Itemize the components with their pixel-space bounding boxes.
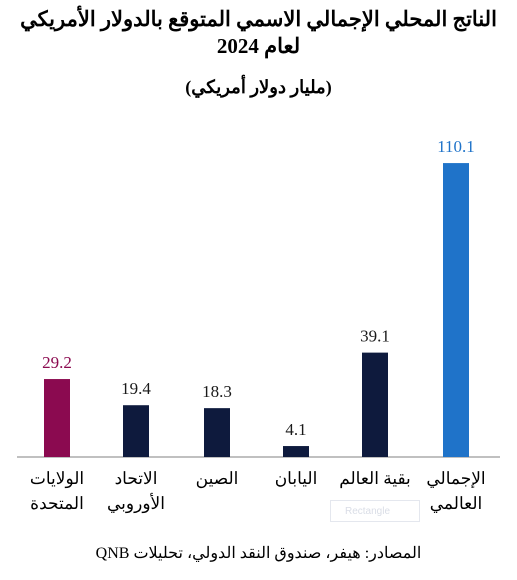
bar-3 — [283, 446, 309, 457]
chart-title-line-1: الناتج المحلي الإجمالي الاسمي المتوقع با… — [20, 7, 497, 31]
watermark-label: Rectangle — [330, 500, 420, 522]
chart-subtitle: (مليار دولار أمريكي) — [185, 77, 332, 97]
category-label-5-1: العالمي — [430, 494, 482, 513]
bar-1 — [123, 405, 149, 457]
category-label-4-0: بقية العالم — [339, 469, 411, 489]
category-label-5-0: الإجمالي — [426, 469, 485, 488]
data-label-3: 4.1 — [285, 420, 306, 439]
chart-title: الناتج المحلي الإجمالي الاسمي المتوقع با… — [0, 6, 517, 60]
category-label-1-1: الأوروبي — [107, 493, 165, 514]
category-label-1-0: الاتحاد — [115, 469, 158, 488]
category-label-0-1: المتحدة — [30, 494, 84, 513]
data-label-1: 19.4 — [121, 379, 151, 398]
data-label-5: 110.1 — [437, 137, 475, 156]
data-label-2: 18.3 — [202, 382, 232, 401]
chart-title-line-2: لعام 2024 — [216, 34, 301, 58]
bar-4 — [362, 352, 388, 457]
category-label-3-0: اليابان — [275, 469, 318, 488]
data-label-0: 29.2 — [42, 353, 72, 372]
bar-chart: 29.2 الولايات المتحدة 19.4 الاتحاد الأوروبي 18… — [17, 137, 500, 514]
bar-5 — [443, 163, 469, 457]
bar-2 — [204, 408, 230, 457]
category-label-2-0: الصين — [196, 469, 239, 489]
bar-0 — [44, 379, 70, 457]
data-label-4: 39.1 — [360, 327, 390, 346]
category-label-0-0: الولايات — [30, 469, 84, 489]
source-note: المصادر: هيفر، صندوق النقد الدولي، تحليل… — [95, 545, 422, 562]
